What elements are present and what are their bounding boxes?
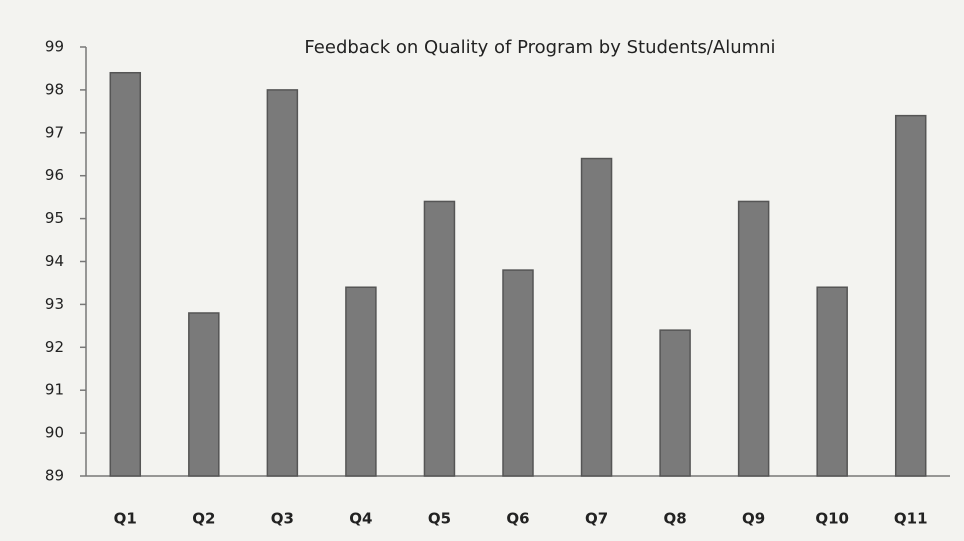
x-tick-label: Q3 — [271, 510, 294, 528]
bar — [580, 157, 613, 477]
x-tick-label: Q5 — [428, 510, 451, 528]
x-tick-label: Q8 — [663, 510, 686, 528]
bar — [894, 114, 927, 477]
bar — [423, 200, 456, 477]
y-tick-label: 97 — [45, 123, 64, 141]
x-tick-label: Q10 — [815, 510, 849, 528]
y-tick-label: 91 — [45, 381, 64, 399]
x-tick-label: Q4 — [349, 510, 372, 528]
chart-title: Feedback on Quality of Program by Studen… — [304, 37, 775, 58]
x-tick-label: Q6 — [506, 510, 529, 528]
x-tick-label: Q2 — [192, 510, 215, 528]
y-tick-label: 94 — [45, 252, 64, 270]
y-tick-label: 95 — [45, 209, 64, 227]
bar — [266, 89, 299, 477]
x-tick-label: Q9 — [742, 510, 765, 528]
y-tick-label: 90 — [45, 424, 64, 442]
bar — [816, 286, 848, 477]
bar — [737, 200, 770, 477]
x-tick-label: Q11 — [894, 510, 928, 528]
bar — [659, 329, 691, 477]
bar — [502, 269, 534, 477]
y-tick-label: 98 — [45, 80, 64, 98]
y-tick-label: 96 — [45, 166, 64, 184]
bar — [188, 312, 220, 477]
x-tick-label: Q1 — [114, 510, 137, 528]
y-tick-label: 99 — [45, 38, 64, 56]
y-tick-label: 89 — [45, 467, 64, 485]
bar — [345, 286, 377, 477]
x-tick-label: Q7 — [585, 510, 608, 528]
bar — [109, 71, 142, 477]
y-tick-label: 93 — [45, 295, 64, 313]
y-tick-label: 92 — [45, 338, 64, 356]
